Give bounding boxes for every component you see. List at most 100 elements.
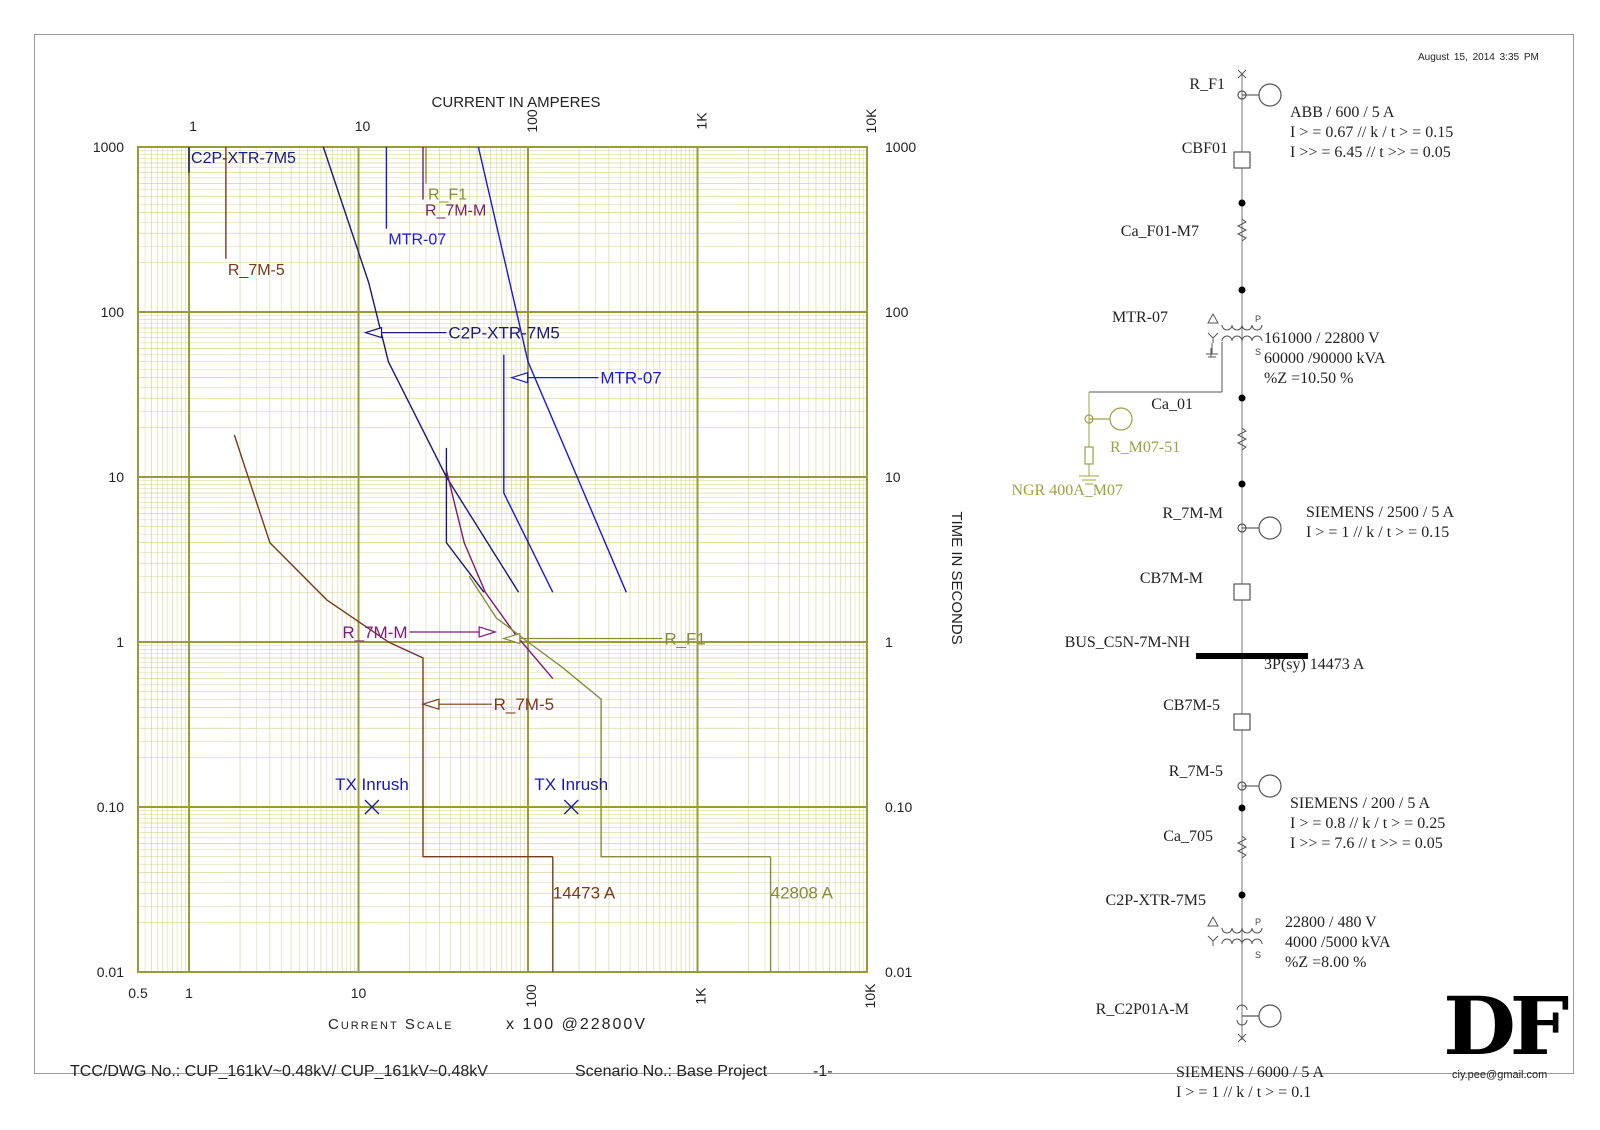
y-left-tick-label: 1000: [93, 139, 124, 155]
ct-symbol: [1236, 1004, 1248, 1026]
current-scale-suffix: x 100 @22800V: [506, 1016, 647, 1033]
x-bottom-tick-label: 0.5: [128, 985, 148, 1001]
major-grid: [137, 146, 868, 973]
node-info: I >> = 7.6 // t >> = 0.05: [1290, 835, 1443, 852]
node-info: I > = 1 // k / t > = 0.1: [1176, 1084, 1311, 1101]
arrow-head: [501, 632, 521, 645]
node-label: R_7M-M: [1163, 505, 1223, 522]
node-info: I > = 1 // k / t > = 0.15: [1306, 524, 1449, 541]
node-info: 4000 /5000 kVA: [1285, 934, 1391, 951]
series-MTR-07: MTR-07 MTR-07: [385, 146, 662, 593]
breaker-symbol: [1233, 713, 1251, 731]
arrow-head: [363, 326, 383, 339]
y-right-tick-label: 1: [885, 634, 893, 650]
axis-ticks: 1 10 100 1K 10K 0.5 1 10 100 1K 10K 1000 1000 100 100 1…: [93, 108, 917, 1009]
y-right-tick-label: 0.10: [885, 799, 912, 815]
relay-symbol: [1109, 407, 1133, 431]
arrow-label: C2P-XTR-7M5: [448, 324, 559, 343]
curve-label: C2P-XTR-7M5: [191, 150, 296, 167]
arrow-head: [420, 698, 440, 710]
arrow-head: [478, 626, 498, 638]
y-left-tick-label: 10: [108, 469, 124, 485]
fault-current-label: 42808 A: [771, 883, 834, 902]
x-bottom-tick-label: 1: [185, 985, 193, 1001]
page-number: -1-: [813, 1063, 833, 1080]
node-label: CBF01: [1182, 140, 1228, 157]
annotations: TX Inrush TX Inrush 14473 A 42808 A: [335, 775, 834, 902]
node-info: SIEMENS / 2500 / 5 A: [1306, 504, 1454, 521]
node-label: Ca_705: [1163, 828, 1213, 845]
node-info: SIEMENS / 200 / 5 A: [1290, 795, 1430, 812]
transformer-secondary: [1221, 938, 1263, 945]
curve-segment: [445, 470, 554, 680]
transformer-primary: [1221, 927, 1263, 934]
x-top-tick-label: 1K: [694, 112, 710, 130]
tx-inrush-marker: [563, 799, 579, 815]
x-top-tick-label: 10: [355, 118, 371, 134]
node-label: BUS_C5N-7M-NH: [1065, 634, 1191, 651]
node-label: R_M07-51: [1110, 439, 1180, 456]
ct-symbol: [1237, 523, 1247, 533]
node-info: 161000 / 22800 V: [1264, 330, 1380, 347]
secondary-mark: S: [1255, 950, 1261, 960]
node-label: Ca_F01-M7: [1121, 223, 1199, 240]
node-info: %Z =8.00 %: [1285, 954, 1366, 971]
fault-current-label: 14473 A: [553, 883, 616, 902]
breaker-symbol: [1233, 151, 1251, 169]
minor-grid: [137, 147, 867, 972]
date-stamp: August 15, 2014 3:35 PM: [1418, 52, 1539, 63]
resistor-symbol: [1084, 446, 1094, 465]
current-axis-title: CURRENT IN AMPERES: [432, 94, 601, 111]
open-end-symbol: [1237, 1033, 1247, 1043]
node-label: NGR 400A_M07: [1011, 482, 1123, 499]
secondary-mark: S: [1255, 347, 1261, 357]
node-info: 3P(sy) 14473 A: [1264, 656, 1365, 673]
y-left-tick-label: 1: [116, 634, 124, 650]
node-info: 60000 /90000 kVA: [1264, 350, 1386, 367]
y-left-tick-label: 0.01: [97, 964, 124, 980]
open-end-symbol: [1237, 69, 1247, 79]
tx-inrush-marker: [364, 799, 380, 815]
x-top-tick-label: 1: [189, 118, 197, 134]
curve-label: R_7M-M: [425, 203, 486, 220]
junction-dot: [1238, 804, 1246, 812]
node-info: I > = 0.8 // k / t > = 0.25: [1290, 815, 1445, 832]
primary-mark: P: [1255, 314, 1261, 324]
relay-symbol: [1258, 516, 1282, 540]
curve-segment: [445, 447, 485, 593]
ct-symbol: [1237, 90, 1247, 100]
wye-symbol: [1207, 935, 1219, 946]
node-info: 22800 / 480 V: [1285, 914, 1377, 931]
arrow-label: R_7M-5: [494, 695, 554, 714]
node-label: CB7M-M: [1140, 570, 1203, 587]
y-left-tick-label: 0.10: [97, 799, 124, 815]
transformer-primary: [1221, 324, 1263, 331]
scenario-label: Scenario No.: Base Project: [575, 1063, 768, 1080]
current-scale-label: Current Scale: [328, 1016, 454, 1033]
delta-symbol: [1207, 312, 1219, 324]
breaker-symbol: [1233, 583, 1251, 601]
x-top-tick-label: 10K: [863, 108, 879, 134]
series-C2P-XTR-7M5: C2P-XTR-7M5 C2P-XTR-7M5: [188, 146, 560, 593]
y-right-tick-label: 0.01: [885, 964, 912, 980]
curve-label: R_F1: [428, 187, 467, 204]
node-label: CB7M-5: [1163, 697, 1220, 714]
curve-segment: [322, 146, 520, 593]
junction-dot: [1238, 286, 1246, 294]
arrow-label: R_F1: [664, 630, 706, 649]
drawing-number: TCC/DWG No.: CUP_161kV~0.48kV/ CUP_161kV…: [70, 1063, 488, 1080]
node-label: MTR-07: [1112, 309, 1168, 326]
node-info: I > = 0.67 // k / t > = 0.15: [1290, 124, 1453, 141]
curve-segment: [468, 575, 771, 858]
junction-dot: [1238, 891, 1246, 899]
x-bottom-tick-label: 100: [523, 984, 539, 1008]
node-info: %Z =10.50 %: [1264, 370, 1353, 387]
node-info: ABB / 600 / 5 A: [1290, 104, 1395, 121]
series-R_7M-5: R_7M-5 R_7M-5: [225, 147, 554, 972]
plot-frame: [137, 146, 868, 973]
x-top-tick-label: 100: [524, 109, 540, 133]
junction-dot: [1238, 394, 1246, 402]
curve-label: MTR-07: [388, 232, 446, 249]
ct-symbol: [1237, 781, 1247, 791]
